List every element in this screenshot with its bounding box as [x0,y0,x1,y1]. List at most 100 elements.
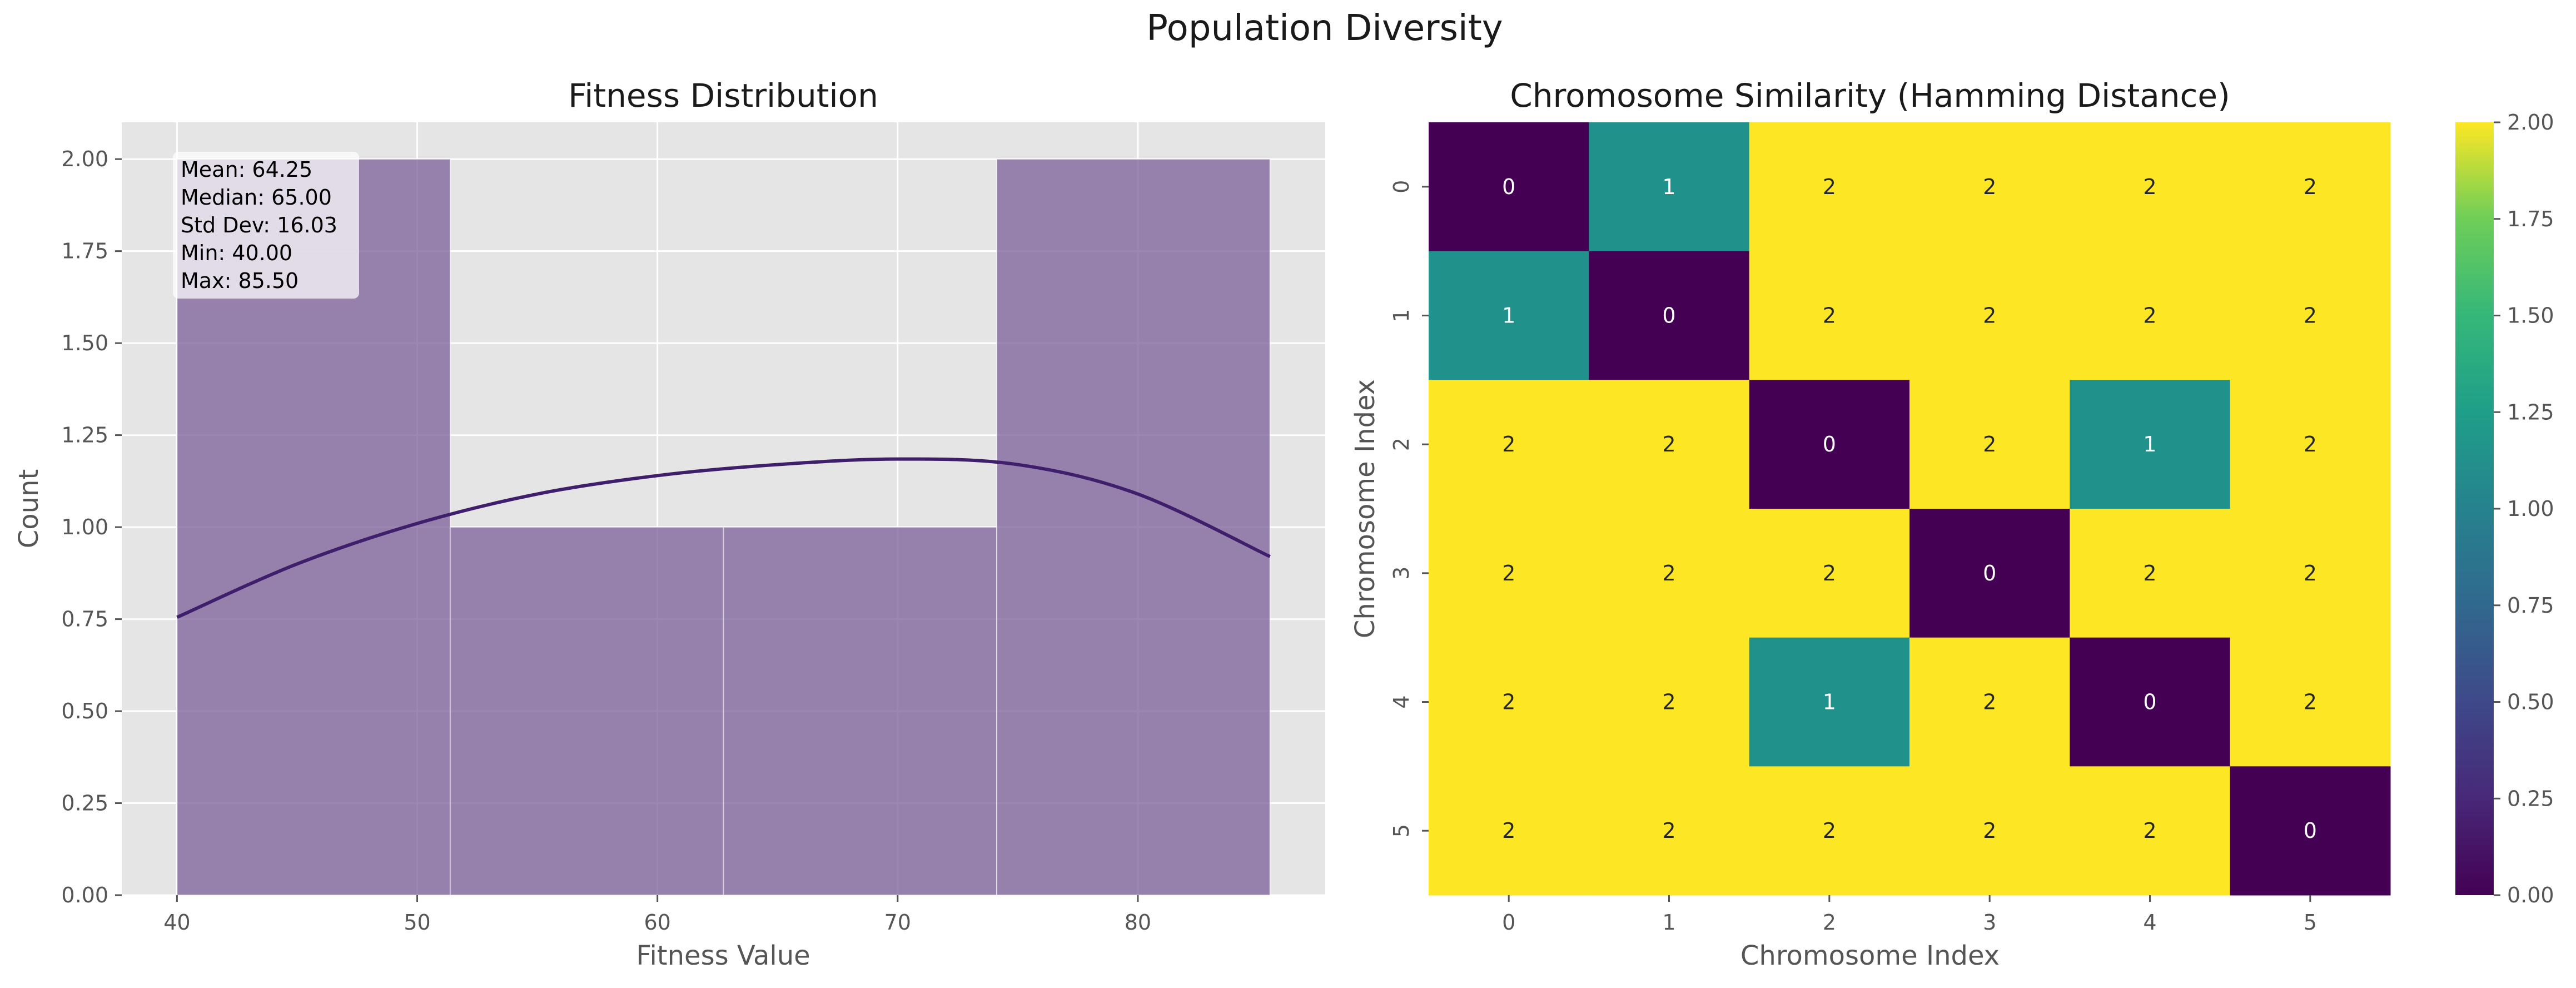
heatmap-cell-label-5-1: 2 [1662,818,1675,843]
colorbar: 0.00 0.25 0.50 0.75 1.00 1.25 1.50 1.75 2.00 [2455,110,2554,907]
heatmap-cell-label-1-4: 2 [2143,304,2156,328]
heatmap-cell-5-3 [1909,766,2070,896]
heatmap-cell-5-5 [2230,766,2391,896]
colorbar-tick-label-5: 1.25 [2507,400,2554,424]
heatmap-y-tick-label-5: 5 [1389,824,1414,837]
heatmap-cell-label-0-5: 2 [2304,175,2317,199]
heatmap-cell-label-0-1: 1 [1662,175,1675,199]
heatmap-cell-3-2 [1749,509,1910,638]
histogram-x-tick-label-0: 40 [163,910,190,935]
heatmap-cell-1-0 [1429,251,1589,380]
heatmap-x-tick-label-3: 3 [1983,910,1996,935]
heatmap-cell-label-2-3: 2 [1983,432,1996,456]
kde-curve [176,457,1271,619]
histogram-y-tick-label-3: 0.75 [61,607,108,632]
histogram-y-tick-label-7: 1.75 [61,239,108,264]
stats-box: Mean: 64.25 Median: 65.00 Std Dev: 16.03… [173,152,359,299]
heatmap-x-label: Chromosome Index [1740,940,2000,971]
fitness-histogram-panel: 0.00 0.25 0.50 0.75 1.00 1.25 1.50 1.75 2.00 40 5… [13,77,1325,971]
heatmap-cell-5-4 [2070,766,2231,896]
heatmap-cell-label-1-1: 0 [1662,304,1675,328]
heatmap-cell-3-4 [2070,509,2231,638]
histogram-y-tick-label-1: 0.25 [61,791,108,816]
histogram-title: Fitness Distribution [568,77,878,115]
heatmap-x-tick-label-2: 2 [1823,910,1836,935]
heatmap-cell-3-0 [1429,509,1589,638]
heatmap-cell-label-3-2: 2 [1823,561,1836,585]
heatmap-x-tick-label-1: 1 [1662,910,1675,935]
heatmap-cell-5-0 [1429,766,1589,896]
heatmap-cell-label-2-2: 0 [1823,432,1836,456]
heatmap-cell-2-0 [1429,380,1589,509]
colorbar-tick-label-0: 0.00 [2507,883,2554,907]
histogram-bar-1 [449,527,724,896]
heatmap-cell-3-1 [1589,509,1750,638]
heatmap-y-tick-label-0: 0 [1389,180,1414,193]
histogram-y-ticks: 0.00 0.25 0.50 0.75 1.00 1.25 1.50 1.75 2.00 [61,147,122,907]
heatmap-x-ticks: 0 1 2 3 4 5 [1502,895,2317,935]
colorbar-tick-label-2: 0.50 [2507,690,2554,714]
histogram-x-tick-label-2: 60 [644,910,670,935]
histogram-y-tick-label-8: 2.00 [61,147,108,171]
histogram-x-ticks: 40 50 60 70 80 [163,895,1151,935]
heatmap-cell-label-5-4: 2 [2143,818,2156,843]
figure-title: Population Diversity [1146,8,1503,49]
heatmap-cell-label-5-3: 2 [1983,818,1996,843]
heatmap-cell-label-5-0: 2 [1502,818,1515,843]
histogram-x-tick-label-3: 70 [884,910,911,935]
colorbar-gradient [2455,122,2494,895]
heatmap-cell-2-4 [2070,380,2231,509]
heatmap-cells [1429,122,2391,896]
heatmap-x-tick-label-5: 5 [2304,910,2317,935]
histogram-y-label: Count [13,469,44,549]
heatmap-cell-3-5 [2230,509,2391,638]
heatmap-cell-2-5 [2230,380,2391,509]
heatmap-y-tick-label-4: 4 [1389,695,1414,708]
heatmap-cell-label-4-5: 2 [2304,690,2317,714]
heatmap-cell-label-2-5: 2 [2304,432,2317,456]
histogram-bar-2 [723,527,998,896]
heatmap-cell-4-2 [1749,637,1910,767]
colorbar-ticks: 0.00 0.25 0.50 0.75 1.00 1.25 1.50 1.75 2.00 [2494,110,2554,907]
heatmap-cell-0-0 [1429,122,1589,252]
heatmap-cell-1-1 [1589,251,1750,380]
heatmap-cell-label-1-3: 2 [1983,304,1996,328]
heatmap-cell-label-3-4: 2 [2143,561,2156,585]
heatmap-cell-5-1 [1589,766,1750,896]
heatmap-cell-label-0-4: 2 [2143,175,2156,199]
histogram-x-tick-label-1: 50 [404,910,430,935]
heatmap-y-tick-label-3: 3 [1389,567,1414,580]
heatmap-cell-0-4 [2070,122,2231,252]
heatmap-title: Chromosome Similarity (Hamming Distance) [1510,77,2230,115]
similarity-heatmap-panel: 0 1 2 2 2 2 1 0 2 2 2 2 2 2 0 2 1 2 2 2 2 0 2 2 2 2 1 2 0 2 2 2 2 2 2 0 0 1 2… [1350,77,2391,971]
heatmap-cell-3-3 [1909,509,2070,638]
heatmap-cell-1-5 [2230,251,2391,380]
colorbar-tick-label-3: 0.75 [2507,593,2554,618]
heatmap-cell-label-4-3: 2 [1983,690,1996,714]
histogram-x-label: Fitness Value [636,940,810,971]
histogram-y-tick-label-5: 1.25 [61,423,108,448]
heatmap-cell-label-2-1: 2 [1662,432,1675,456]
heatmap-cell-5-2 [1749,766,1910,896]
heatmap-y-label: Chromosome Index [1350,379,1381,638]
heatmap-cell-label-4-0: 2 [1502,690,1515,714]
stats-std-dev: Std Dev: 16.03 [181,213,337,237]
heatmap-y-tick-label-2: 2 [1389,438,1414,451]
heatmap-cell-label-4-2: 1 [1823,690,1836,714]
heatmap-cell-label-3-5: 2 [2304,561,2317,585]
heatmap-cell-label-3-1: 2 [1662,561,1675,585]
heatmap-y-tick-label-1: 1 [1389,309,1414,322]
heatmap-x-tick-label-0: 0 [1502,910,1515,935]
histogram-x-tick-label-4: 80 [1125,910,1151,935]
heatmap-cell-4-4 [2070,637,2231,767]
colorbar-tick-label-6: 1.50 [2507,304,2554,328]
heatmap-cell-label-0-2: 2 [1823,175,1836,199]
histogram-y-tick-label-2: 0.50 [61,699,108,723]
histogram-y-tick-label-6: 1.50 [61,331,108,355]
heatmap-cell-label-4-4: 0 [2143,690,2156,714]
heatmap-cell-label-1-2: 2 [1823,304,1836,328]
stats-box-background [173,152,359,299]
colorbar-tick-label-4: 1.00 [2507,497,2554,521]
histogram-y-tick-label-4: 1.00 [61,515,108,539]
